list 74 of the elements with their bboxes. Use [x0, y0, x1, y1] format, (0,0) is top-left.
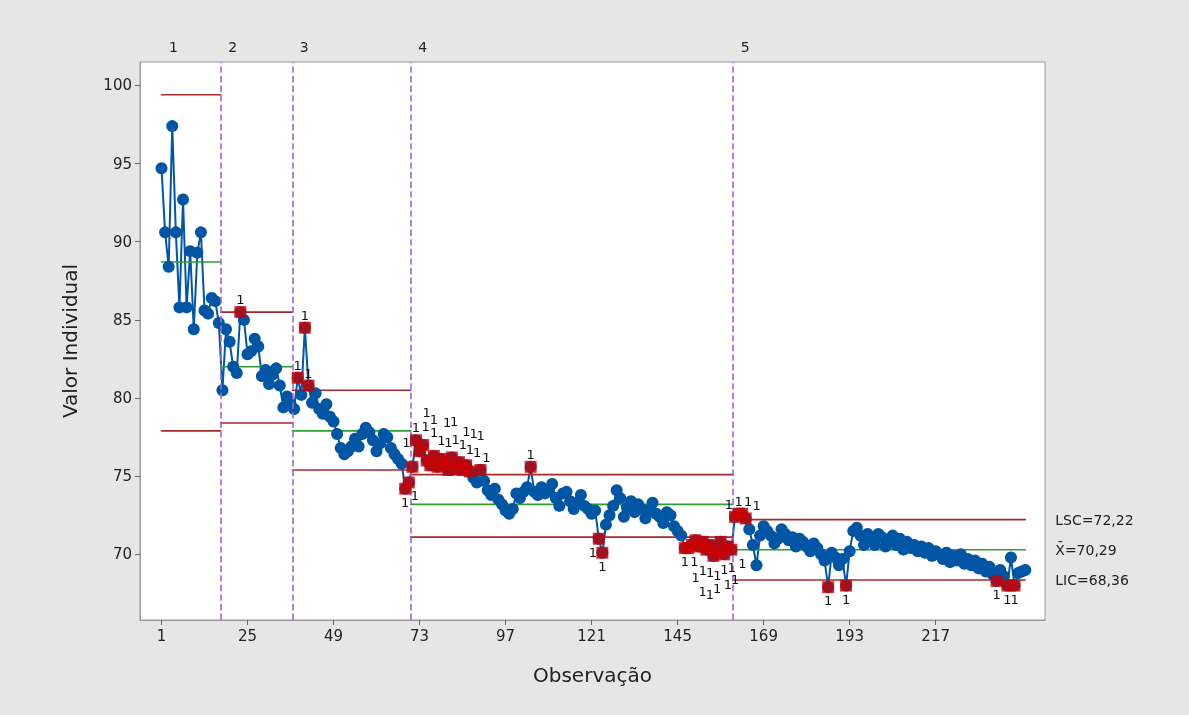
annotation: 1 [469, 425, 478, 441]
annotation: 1 [1010, 591, 1019, 607]
annotation: 1 [236, 292, 245, 308]
annotation: 1 [421, 419, 430, 435]
annotation: 1 [992, 586, 1001, 602]
x-axis-title: Observação [533, 663, 652, 687]
annotation: 1 [465, 442, 475, 458]
annotation: 1 [713, 567, 722, 583]
x-tick-label: 193 [835, 626, 864, 645]
annotation: 1 [300, 307, 310, 323]
annotation: 1 [738, 555, 747, 571]
x-tick-label: 1 [156, 626, 167, 645]
annotation: 1 [752, 498, 761, 514]
text: 5 [740, 39, 750, 55]
annotation: 1 [451, 431, 460, 447]
y-tick-label: 80 [112, 389, 132, 408]
y-tick-label: 95 [112, 154, 132, 173]
x-tick-label: 217 [921, 626, 950, 645]
x-tick-label: 121 [577, 626, 606, 645]
annotation: 1 [462, 424, 471, 440]
annotation: 1 [473, 445, 482, 461]
annotation: 1 [411, 420, 421, 436]
annotation: 1 [588, 544, 597, 560]
annotation: 1 [705, 564, 715, 580]
annotation: 1 [680, 554, 689, 570]
annotation: 1 [1003, 591, 1012, 607]
annotation: 1 [430, 424, 439, 440]
annotation: 1 [841, 591, 851, 607]
y-tick-label: 75 [112, 467, 132, 486]
annotation: 1 [401, 494, 410, 510]
annotation: 1 [698, 583, 707, 599]
annotation: 1 [458, 437, 467, 453]
y-axis-title: Valor Individual [58, 263, 82, 419]
annotation: 1 [598, 558, 607, 574]
annotation: 1 [402, 434, 411, 450]
text: 4 [418, 39, 428, 55]
annotation: 1 [734, 493, 743, 509]
x-tick-label: 97 [496, 626, 516, 645]
annotation: 1 [744, 493, 753, 509]
annotation: 1 [442, 415, 452, 431]
annotation: 1 [437, 433, 446, 449]
text: LSC=72,22 [1055, 511, 1134, 528]
annotation: 1 [422, 404, 431, 420]
annotation: 1 [720, 561, 729, 577]
annotation: 1 [482, 449, 491, 465]
annotation: 1 [705, 586, 715, 602]
annotation: 1 [691, 570, 700, 586]
y-tick-label: 70 [112, 545, 132, 564]
annotation: 1 [410, 488, 419, 504]
y-tick-label: 100 [103, 76, 132, 95]
x-tick-label: 145 [663, 626, 692, 645]
annotation: 1 [712, 581, 722, 597]
annotation: 1 [429, 411, 439, 427]
annotation: 1 [690, 554, 699, 570]
x-tick-label: 49 [324, 626, 344, 645]
annotation: 1 [723, 576, 732, 592]
annotation: 1 [698, 562, 708, 578]
annotation: 1 [824, 593, 833, 609]
x-tick-label: 169 [749, 626, 778, 645]
y-tick-label: 85 [112, 310, 132, 329]
annotation: 1 [293, 357, 302, 373]
annotation: 1 [444, 434, 453, 450]
text: X̄=70,29 [1055, 541, 1117, 558]
annotation: 1 [526, 446, 535, 462]
x-tick-label: 73 [410, 626, 430, 645]
y-tick-label: 90 [112, 232, 132, 251]
x-tick-label: 25 [237, 626, 258, 645]
annotation: 1 [727, 559, 736, 575]
annotation: 1 [476, 427, 485, 443]
annotation: 1 [450, 413, 459, 429]
text: 2 [228, 39, 238, 55]
text: 3 [299, 39, 309, 55]
text: LIC=68,36 [1055, 571, 1129, 588]
text: 1 [169, 39, 178, 55]
